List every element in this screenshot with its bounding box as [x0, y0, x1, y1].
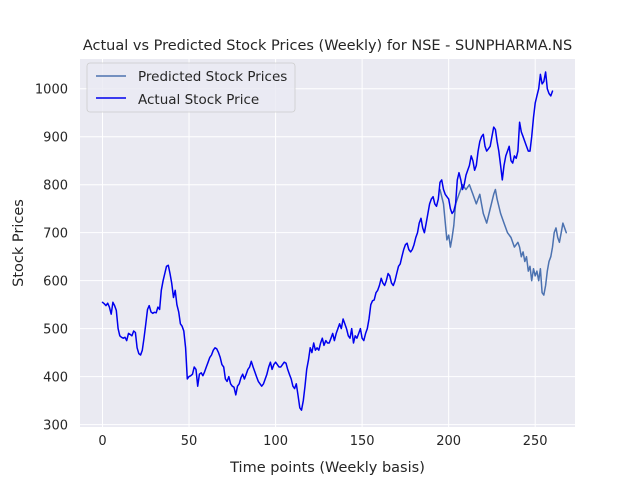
chart-title: Actual vs Predicted Stock Prices (Weekly…	[83, 38, 572, 54]
series-line-predicted	[439, 183, 568, 296]
y-tick-label: 400	[43, 371, 68, 386]
plot-area	[80, 59, 575, 427]
x-tick-label: 250	[523, 434, 548, 449]
x-tick-label: 150	[350, 434, 375, 449]
x-tick-label: 100	[263, 434, 288, 449]
y-tick-label: 500	[43, 323, 68, 338]
y-tick-label: 600	[43, 275, 68, 290]
tick-labels: 0 50 100 150 200 250 300 400 500 600 700 800 900 1000	[35, 83, 548, 449]
legend-label-actual: Actual Stock Price	[138, 92, 259, 108]
x-tick-label: 200	[436, 434, 461, 449]
x-axis-label: Time points (Weekly basis)	[229, 460, 425, 476]
y-tick-label: 1000	[35, 83, 68, 98]
x-tick-label: 50	[181, 434, 198, 449]
legend-label-predicted: Predicted Stock Prices	[138, 69, 287, 85]
y-axis-label: Stock Prices	[11, 199, 27, 287]
series-line-actual	[101, 71, 554, 411]
legend: Predicted Stock Prices Actual Stock Pric…	[86, 62, 296, 113]
y-tick-label: 900	[43, 131, 68, 146]
y-tick-label: 700	[43, 227, 68, 242]
y-tick-label: 300	[43, 419, 68, 434]
series-lines	[101, 71, 568, 411]
legend-box	[86, 62, 296, 113]
y-tick-label: 800	[43, 179, 68, 194]
x-tick-label: 0	[98, 434, 106, 449]
